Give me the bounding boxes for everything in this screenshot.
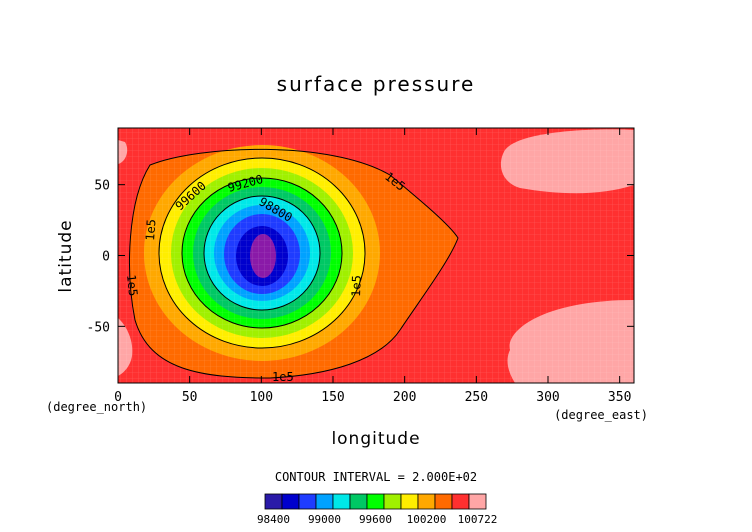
x-tick-label: 300 <box>536 390 559 405</box>
colorbar-swatch <box>366 493 385 510</box>
y-tick-label: 50 <box>94 179 110 194</box>
colorbar-tick-label: 99600 <box>359 513 392 526</box>
colorbar-swatch <box>434 493 453 510</box>
colorbar-swatch <box>298 493 317 510</box>
contour-label: 1e5 <box>124 274 140 297</box>
contour-interval-text: CONTOUR INTERVAL = 2.000E+02 <box>275 470 477 484</box>
contour-fills <box>118 128 634 383</box>
y-tick-label: -50 <box>87 320 110 335</box>
contour-line-99600 <box>158 157 366 349</box>
contour-label: 1e5 <box>272 370 294 384</box>
contour-line-98800 <box>203 195 321 311</box>
colorbar: 98400 99000 99600 100200 100722 <box>257 493 498 526</box>
colorbar-swatch <box>332 493 351 510</box>
y-tick-label: 0 <box>102 250 110 265</box>
colorbar-tick-label: 99000 <box>308 513 341 526</box>
colorbar-tick-label: 98400 <box>257 513 290 526</box>
x-axis-label: longitude <box>331 429 420 449</box>
x-tick-label: 50 <box>182 390 198 405</box>
contour-line-1e5 <box>129 148 459 379</box>
colorbar-swatch <box>383 493 402 510</box>
x-tick-label: 250 <box>465 390 488 405</box>
contour-label: 1e5 <box>349 275 364 297</box>
colorbar-tick-label: 100722 <box>458 513 498 526</box>
x-tick-label: 100 <box>250 390 273 405</box>
colorbar-swatch <box>315 493 334 510</box>
colorbar-swatch <box>417 493 436 510</box>
x-axis-unit: (degree_east) <box>554 408 648 422</box>
colorbar-swatch <box>264 493 283 510</box>
x-tick-label: 200 <box>393 390 416 405</box>
colorbar-swatch <box>451 493 470 510</box>
axis-ticks: 0 50 100 150 200 250 300 350 -50 0 50 <box>87 128 634 405</box>
grid-overlay <box>118 128 634 383</box>
chart-title: surface pressure <box>277 72 476 96</box>
contour-line-99200 <box>181 177 343 329</box>
x-tick-label: 150 <box>321 390 344 405</box>
colorbar-swatch <box>349 493 368 510</box>
y-axis-label: latitude <box>56 219 76 292</box>
colorbar-tick-label: 100200 <box>407 513 447 526</box>
colorbar-swatch <box>468 493 487 510</box>
contour-label: 1e5 <box>143 219 158 242</box>
y-axis-unit: (degree_north) <box>46 400 147 414</box>
colorbar-swatch <box>400 493 419 510</box>
x-tick-label: 350 <box>608 390 631 405</box>
x-tick-label: 0 <box>114 390 122 405</box>
colorbar-swatch <box>281 493 300 510</box>
